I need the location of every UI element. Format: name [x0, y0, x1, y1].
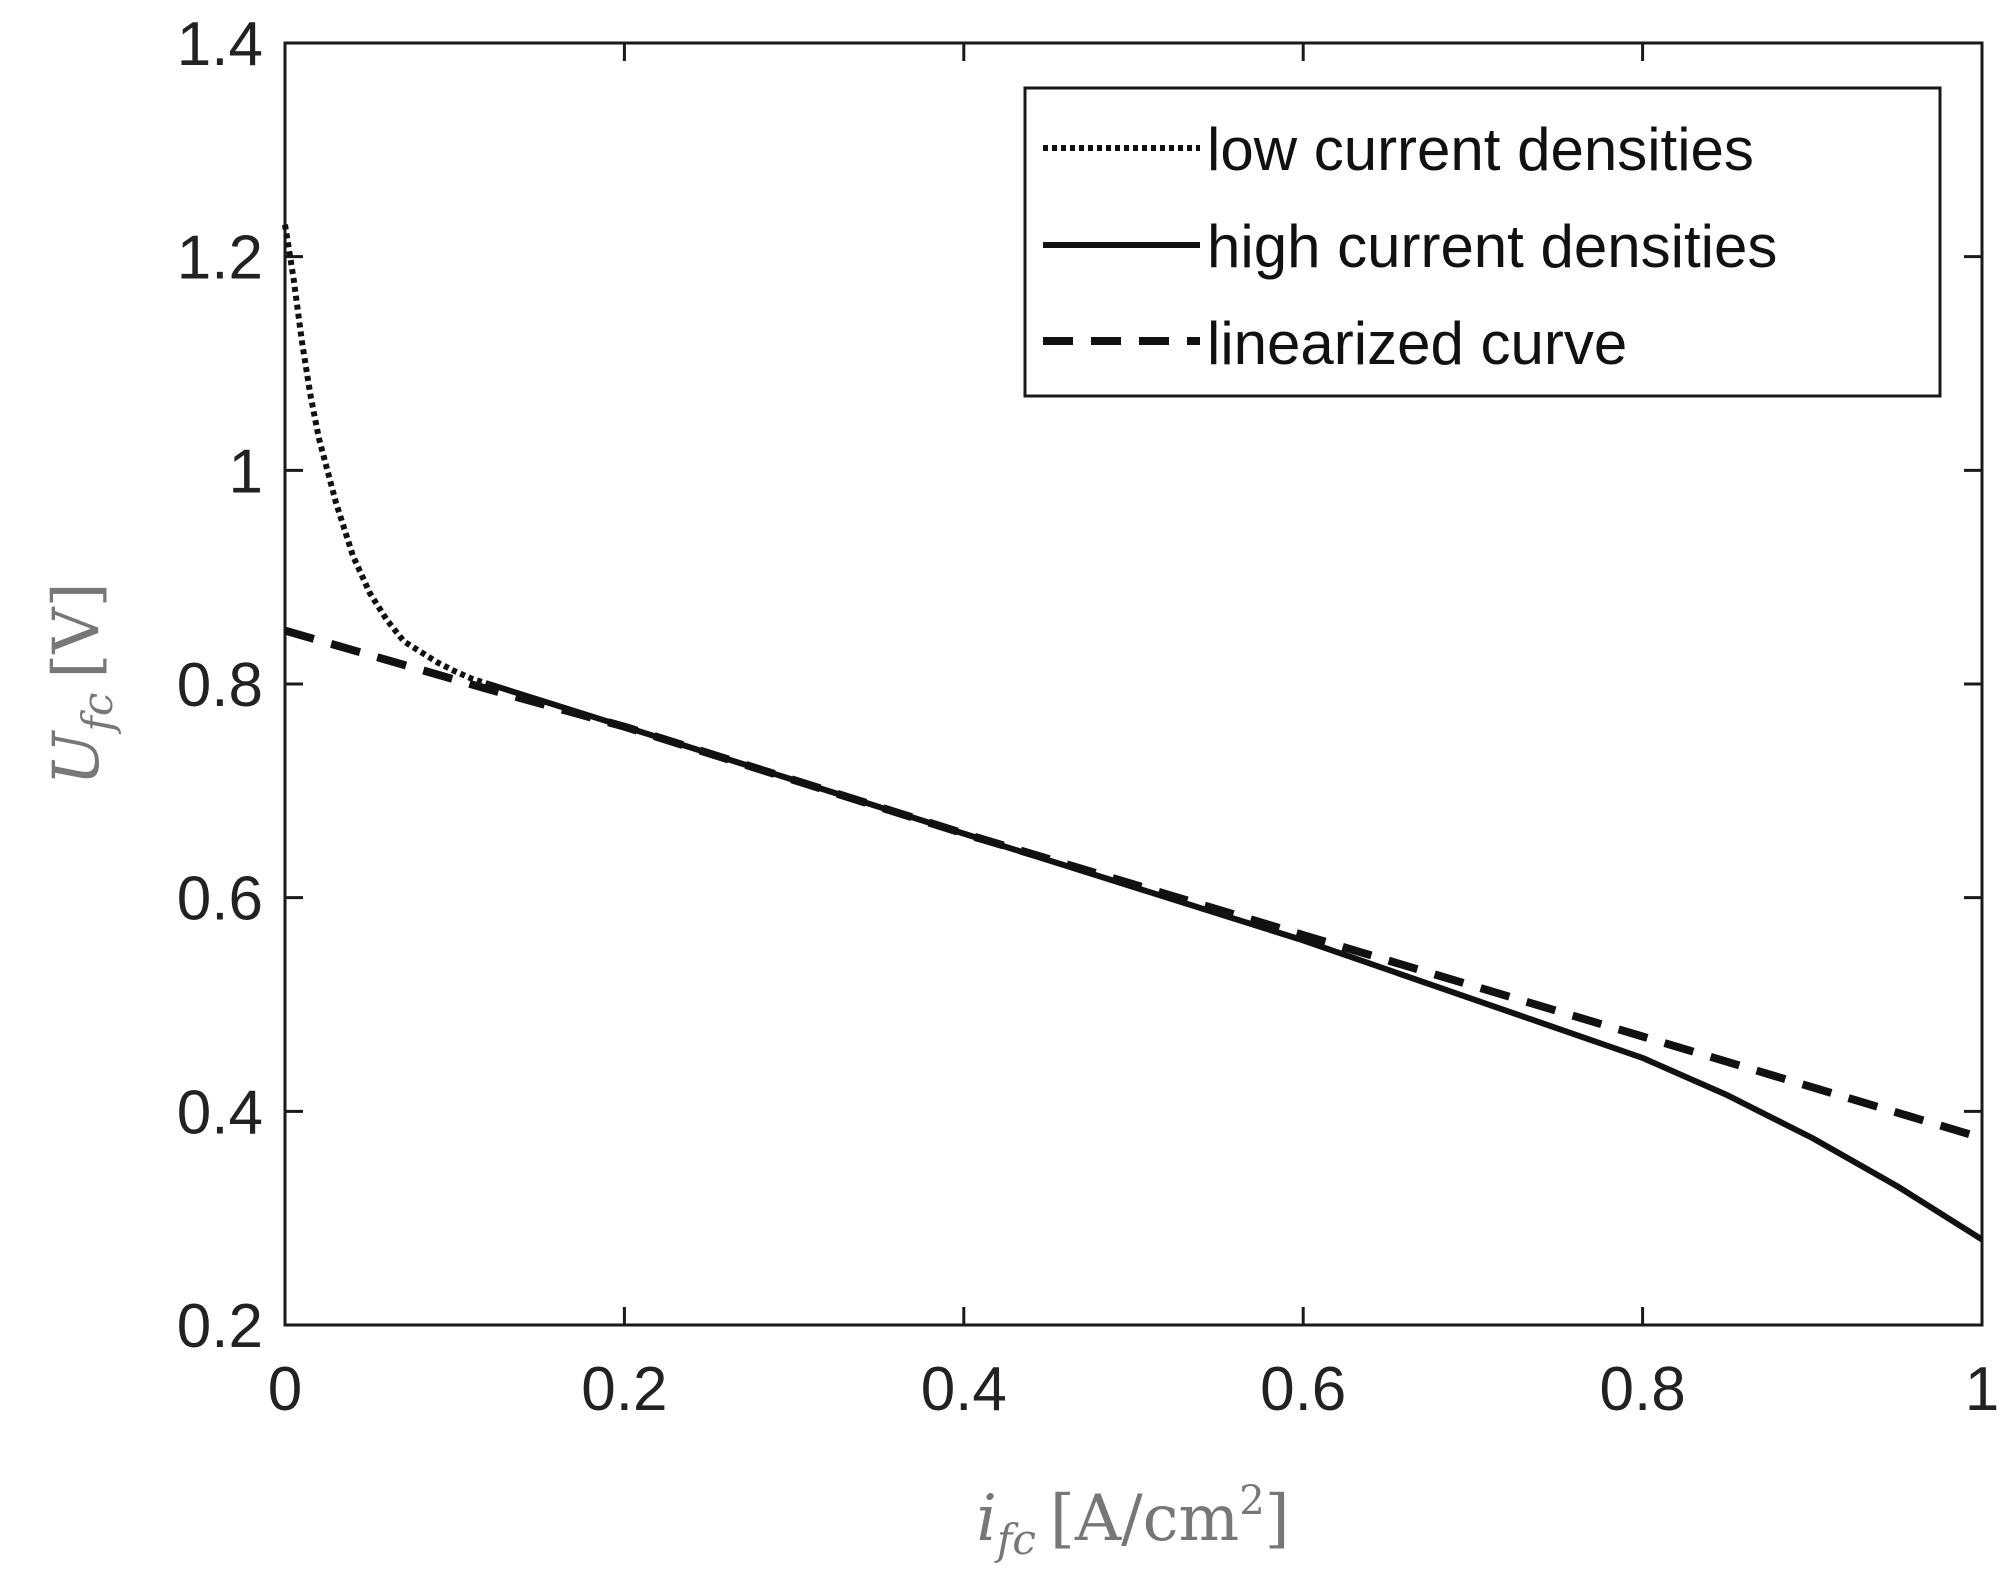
x-tick-label: 1 — [1965, 1355, 1999, 1424]
y-tick-label: 1.2 — [177, 224, 263, 293]
series-layer — [282, 224, 1984, 1243]
x-tick-label: 0.8 — [1599, 1355, 1685, 1424]
x-axis-label-close: ] — [1265, 1482, 1290, 1556]
axis-tick-labels: 0 0.2 0.4 0.6 0.8 10.20.40.60.811.21.4 — [177, 10, 1999, 1424]
x-tick-label: 0 — [268, 1355, 302, 1424]
x-axis-label-unit: [A/cm — [1050, 1482, 1239, 1556]
x-axis-label-sub: fc — [994, 1515, 1036, 1564]
x-axis-label-var: i — [976, 1482, 996, 1556]
y-tick-label: 1.4 — [177, 10, 263, 79]
y-axis-label: Ufc [V] — [40, 582, 122, 785]
x-axis-label: ifc [A/cm2] — [976, 1478, 1289, 1564]
y-tick-label: 0.6 — [177, 865, 263, 934]
series-line-dotted — [282, 224, 490, 687]
y-tick-label: 0.2 — [177, 1292, 263, 1361]
y-axis-label-sub: fc — [73, 693, 122, 735]
y-axis-label-unit: [V] — [40, 582, 114, 678]
x-tick-label: 0.6 — [1260, 1355, 1346, 1424]
series-line-dashed — [283, 626, 1984, 1142]
axis-ticks — [283, 41, 1984, 1327]
x-tick-label: 0.2 — [581, 1355, 667, 1424]
y-axis-label-var: U — [40, 730, 114, 786]
y-tick-label: 0.4 — [177, 1078, 263, 1147]
x-tick-label: 0.4 — [921, 1355, 1007, 1424]
legend-label-low: low current densities — [1207, 116, 1754, 183]
legend: low current densities high current densi… — [1023, 86, 1942, 398]
y-tick-label: 0.8 — [177, 651, 263, 720]
x-axis-label-sup: 2 — [1239, 1478, 1264, 1524]
y-tick-label: 1 — [229, 437, 263, 506]
legend-label-linear: linearized curve — [1207, 310, 1627, 377]
legend-label-high: high current densities — [1207, 213, 1777, 280]
